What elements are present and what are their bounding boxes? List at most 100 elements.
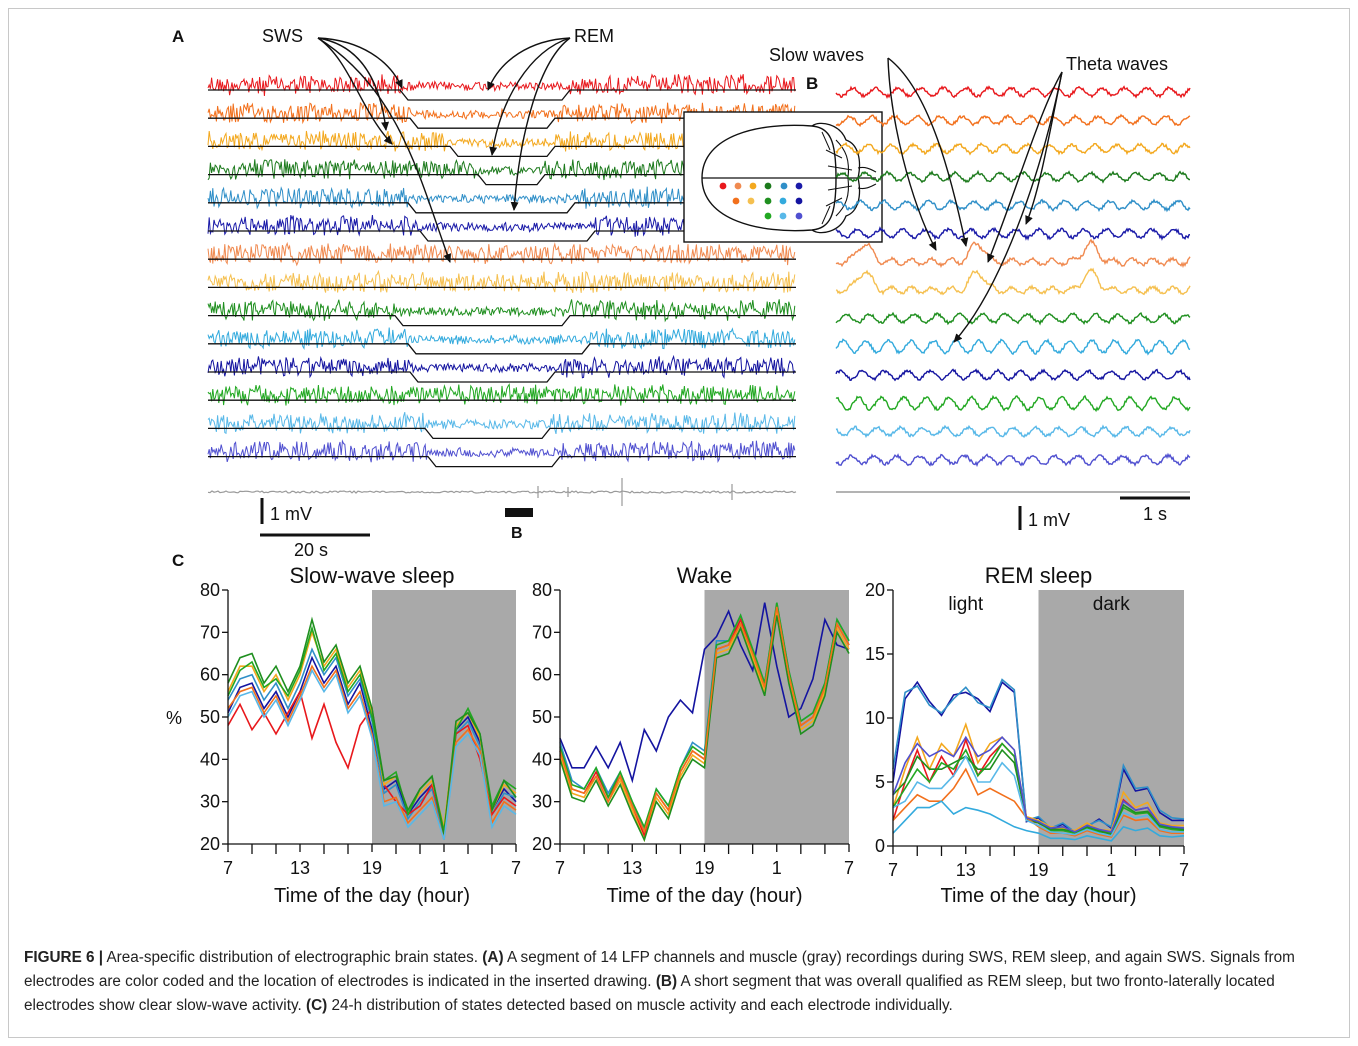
lfp-trace	[207, 383, 796, 406]
theta-waves-annotation: Theta waves	[1066, 54, 1168, 74]
electrode-dot	[780, 182, 788, 190]
y-tick-label: 60	[532, 665, 552, 685]
chart-wake: 20 30 40 50 60 70 80 7 13 19 1 7 Wake Time of the day…	[532, 563, 854, 907]
panel-b-label: B	[806, 74, 818, 93]
x-tick-label: 13	[622, 858, 642, 878]
x-tick-label: 19	[1028, 860, 1048, 880]
series-line	[227, 664, 517, 841]
x-tick-label: 1	[439, 858, 449, 878]
lfp-trace-short	[835, 169, 1190, 184]
lfp-trace	[207, 241, 796, 267]
electrode-dot	[764, 197, 772, 205]
x-axis-label: Time of the day (hour)	[940, 885, 1136, 907]
series-line	[559, 606, 850, 834]
state-hypnogram-line	[208, 427, 796, 440]
x-tick-label: 1	[772, 858, 782, 878]
chart-rem-sleep: 0 5 10 15 20 7 13 19 1 7 REM sleep Time of the day …	[865, 563, 1189, 907]
chart-title: Wake	[677, 563, 732, 588]
panel-c-label: C	[172, 551, 184, 570]
state-hypnogram-line	[208, 230, 796, 242]
electrode-dot	[795, 212, 803, 220]
a-time-scale-label: 20 s	[294, 540, 328, 560]
x-tick-label: 19	[362, 858, 382, 878]
brain-inset	[683, 111, 883, 243]
caption-b-text: A short segment that was overall qualifi…	[24, 973, 1275, 1014]
x-axis-label: Time of the day (hour)	[274, 885, 470, 907]
lfp-trace	[207, 269, 796, 293]
y-tick-label: 30	[532, 792, 552, 812]
chart-title: REM sleep	[985, 563, 1093, 588]
caption-c-label: (C)	[305, 997, 328, 1014]
b-time-scale-label: 1 s	[1143, 504, 1167, 524]
lfp-trace-short	[835, 85, 1191, 99]
panel-a-label: A	[172, 27, 184, 46]
x-axis-label: Time of the day (hour)	[606, 885, 802, 907]
lfp-trace-short	[835, 452, 1191, 468]
x-tick-label: 1	[1106, 860, 1116, 880]
y-tick-label: 50	[200, 707, 220, 727]
y-axis-label: %	[166, 708, 182, 728]
state-hypnogram-line	[208, 202, 796, 214]
x-tick-label: 7	[223, 858, 233, 878]
x-tick-label: 7	[844, 858, 854, 878]
y-tick-label: 20	[200, 834, 220, 854]
lfp-trace-short	[835, 141, 1191, 156]
series-line	[227, 625, 517, 832]
caption-a-text: A segment of 14 LFP channels and muscle …	[24, 949, 1295, 990]
y-tick-label: 5	[875, 772, 885, 792]
panel-a-arrows	[317, 37, 571, 263]
figure-caption: FIGURE 6 | Area-specific distribution of…	[24, 946, 1336, 1018]
electrode-dot	[795, 182, 803, 190]
slow-waves-annotation: Slow waves	[769, 45, 864, 65]
electrode-dot	[747, 197, 755, 205]
dark-period-shade	[1038, 590, 1184, 846]
y-tick-label: 40	[532, 749, 552, 769]
lfp-trace-short	[835, 238, 1191, 269]
segment-b-marker-label: B	[511, 525, 523, 542]
electrode-dot	[749, 182, 757, 190]
lfp-trace	[207, 73, 796, 96]
chart-title: Slow-wave sleep	[289, 563, 454, 588]
x-tick-label: 7	[888, 860, 898, 880]
caption-b-label: (B)	[655, 973, 678, 990]
panel-b-arrows	[887, 57, 1063, 343]
series-line	[227, 668, 517, 841]
lfp-trace	[207, 327, 796, 351]
y-tick-label: 70	[532, 622, 552, 642]
state-hypnogram-line	[208, 455, 796, 468]
lfp-trace	[207, 354, 796, 379]
state-hypnogram-line	[208, 145, 796, 158]
y-tick-label: 40	[200, 749, 220, 769]
series-line	[892, 735, 1185, 833]
lfp-trace-short	[835, 226, 1191, 241]
lfp-trace-short	[835, 424, 1191, 439]
y-tick-label: 20	[532, 834, 552, 854]
electrode-dot	[764, 182, 772, 190]
state-hypnogram-line	[208, 343, 796, 355]
series-line	[892, 754, 1184, 837]
y-tick-label: 10	[865, 708, 885, 728]
a-voltage-scale-label: 1 mV	[270, 504, 312, 524]
state-hypnogram-line	[208, 89, 796, 101]
y-tick-label: 20	[865, 580, 885, 600]
lfp-trace-short	[835, 394, 1191, 413]
series-line	[892, 800, 1185, 842]
series-line	[892, 680, 1184, 835]
state-hypnogram-line	[208, 173, 796, 186]
chart-slow-wave-sleep: 20 30 40 50 60 70 80 7 13 19 1 7 Slow-wave sleep Time…	[166, 563, 521, 907]
muscle-trace	[207, 490, 797, 494]
x-tick-label: 13	[290, 858, 310, 878]
series-line	[559, 615, 850, 842]
electrode-dot	[779, 212, 787, 220]
electrode-dot	[764, 212, 772, 220]
x-tick-label: 19	[694, 858, 714, 878]
y-tick-label: 80	[200, 580, 220, 600]
lfp-trace	[207, 412, 796, 435]
y-tick-label: 80	[532, 580, 552, 600]
electrode-dot	[734, 182, 742, 190]
series-line	[559, 602, 850, 784]
lfp-trace-short	[835, 368, 1191, 382]
state-hypnogram-line	[208, 117, 796, 129]
series-line	[227, 616, 517, 836]
